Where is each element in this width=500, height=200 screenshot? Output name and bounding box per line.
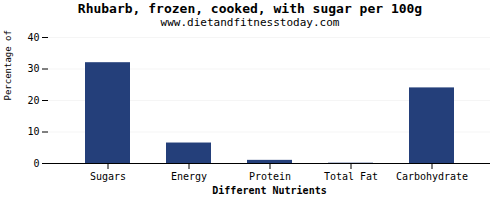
svg-text:Different Nutrients: Different Nutrients — [212, 185, 326, 196]
html-text:www.dietandfitnesstoday.com: www.dietandfitnesstoday.com — [160, 16, 340, 29]
svg-text:20: 20 — [27, 95, 39, 106]
html-text:Rhubarb, frozen, cooked, with: Rhubarb, frozen, cooked, with sugar per … — [77, 1, 423, 16]
svg-text:Carbohydrate: Carbohydrate — [396, 171, 468, 182]
svg-text:10: 10 — [27, 126, 39, 137]
svg-text:0: 0 — [33, 158, 39, 169]
svg-text:30: 30 — [27, 63, 39, 74]
svg-text:Sugars: Sugars — [90, 171, 126, 182]
svg-text:Energy: Energy — [171, 171, 207, 182]
svg-text:Total Fat: Total Fat — [324, 171, 378, 182]
svg-text:40: 40 — [27, 32, 39, 43]
svg-text:Percentage of RDH (%): Percentage of RDH (%) — [3, 29, 13, 101]
svg-text:Protein: Protein — [249, 171, 291, 182]
